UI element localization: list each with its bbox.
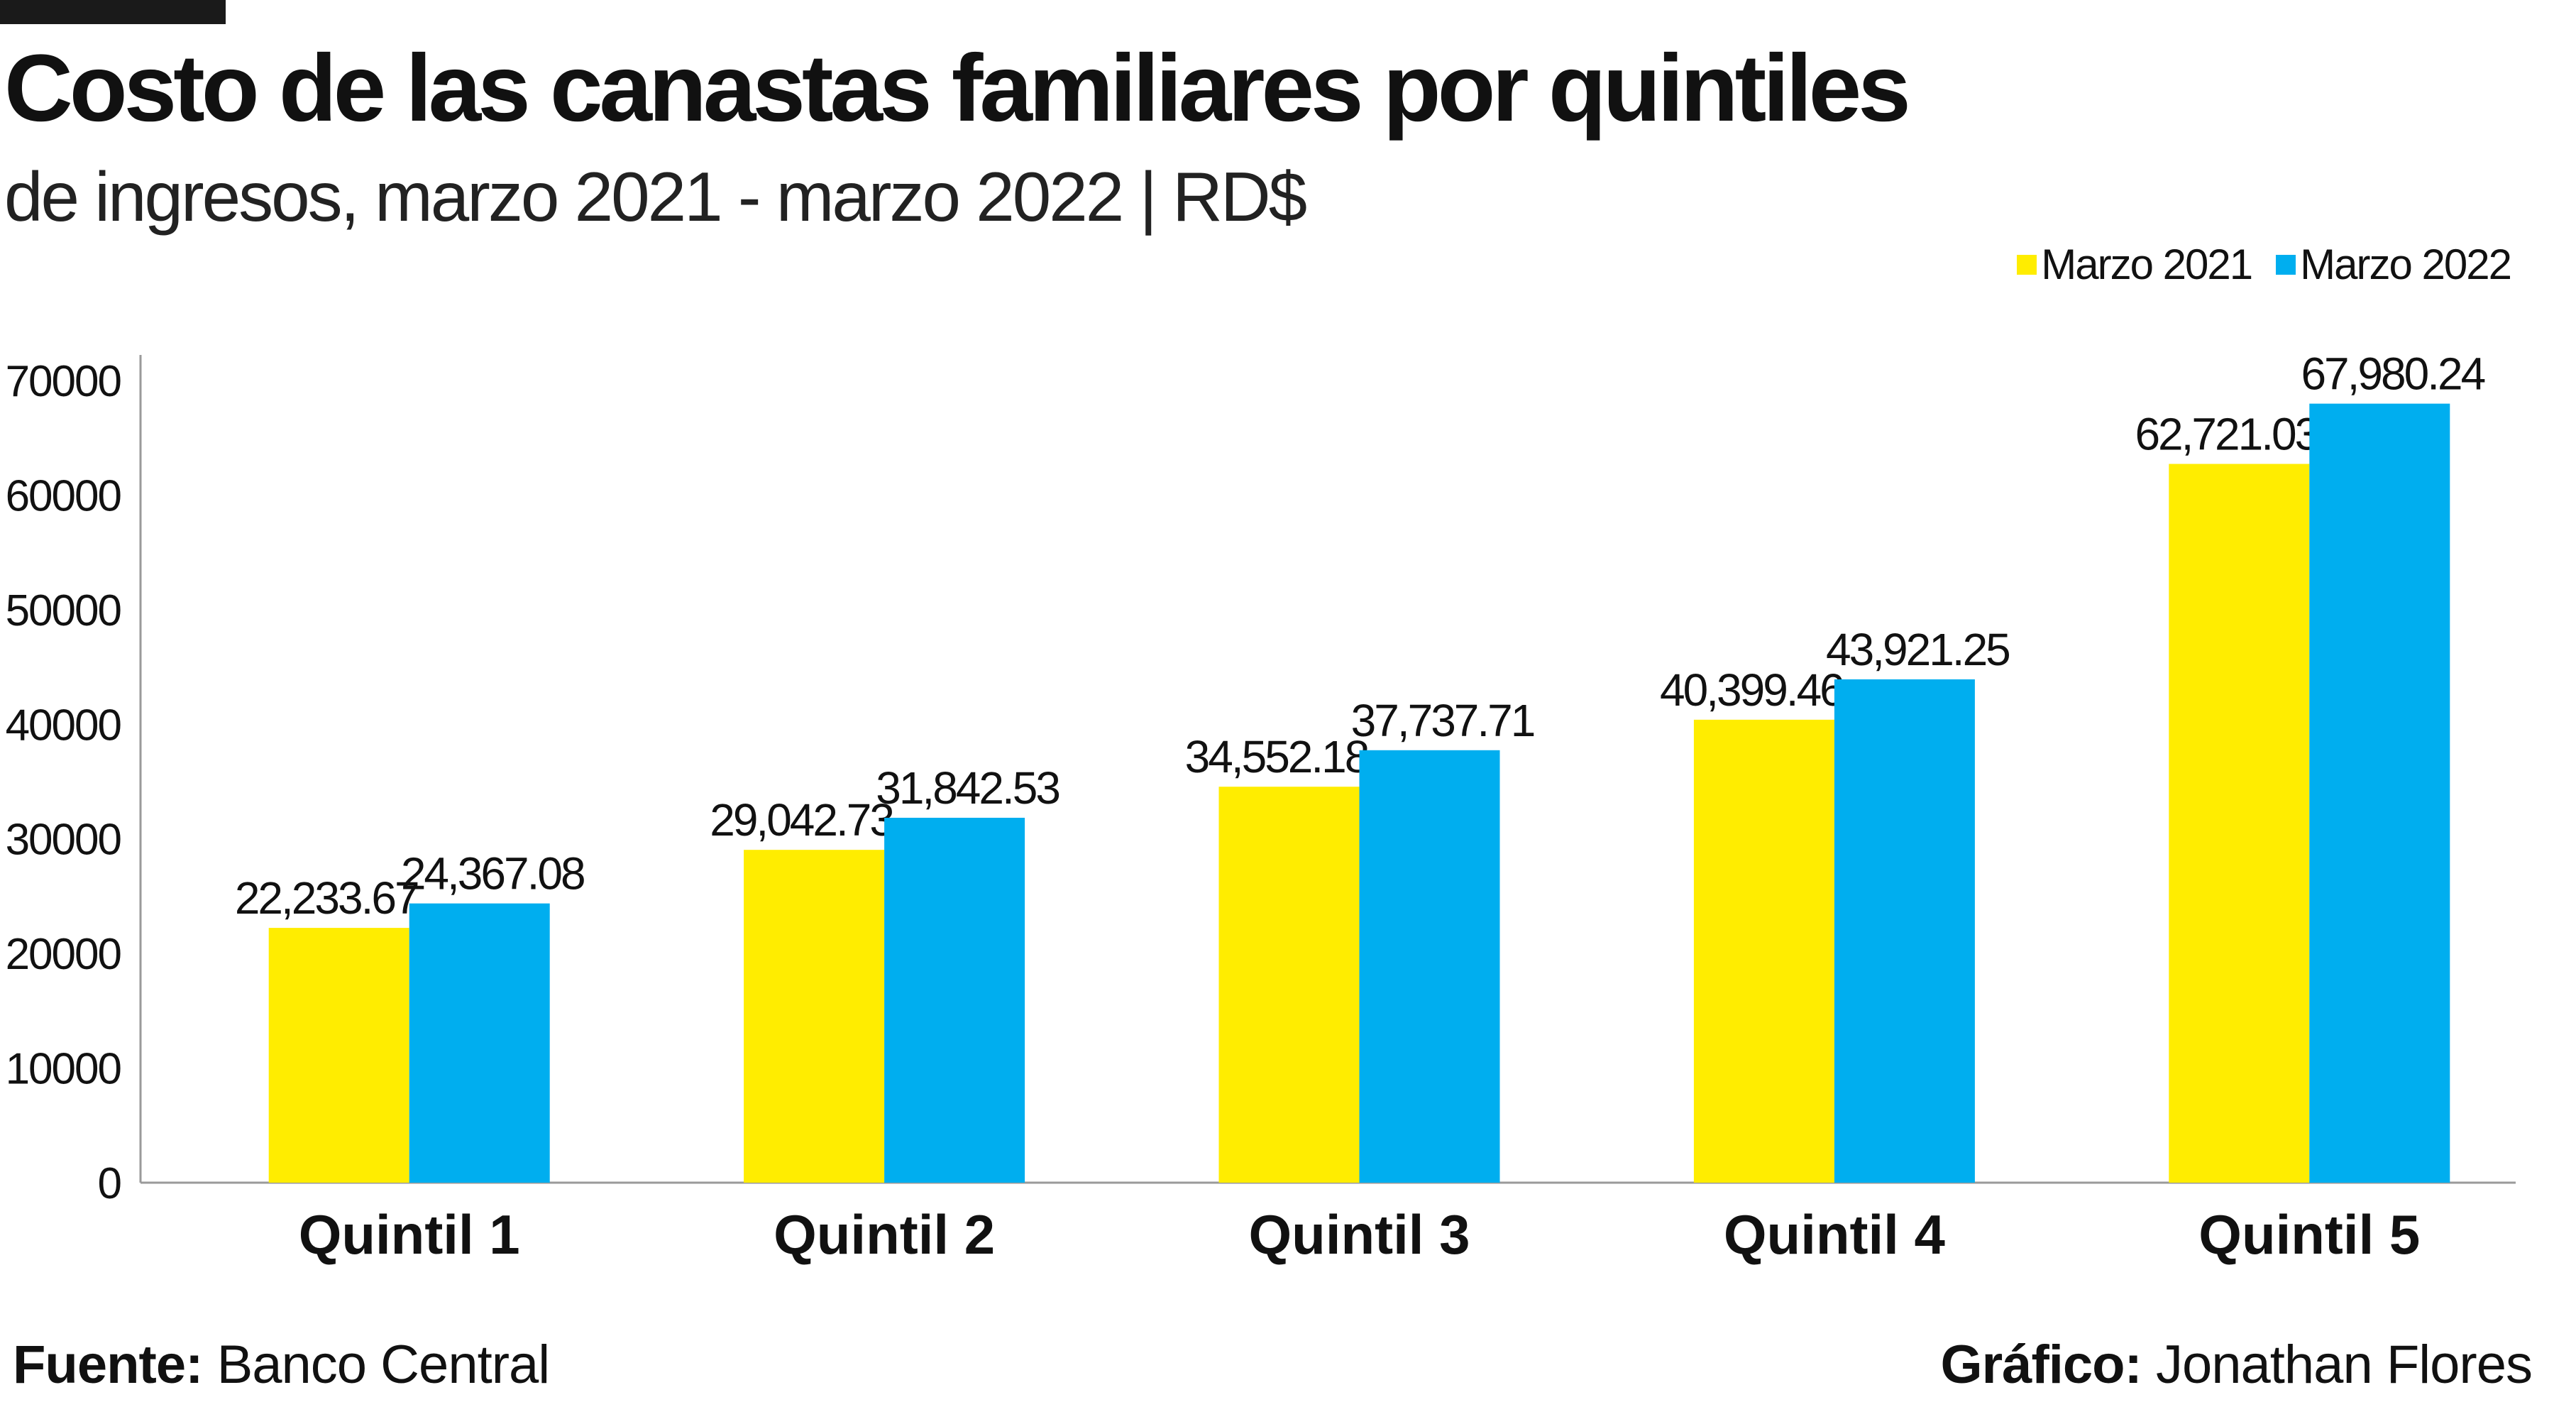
y-tick-label: 70000 <box>6 357 121 406</box>
bar-marzo-2022-q1 <box>409 903 550 1183</box>
source-value: Banco Central <box>216 1335 551 1395</box>
x-category-label: Quintil 5 <box>2198 1203 2420 1266</box>
data-label: 31,842.53 <box>876 762 1059 814</box>
legend-label-marzo-2021: Marzo 2021 <box>2041 241 2253 288</box>
bar-marzo-2021-q1 <box>268 928 409 1183</box>
chart-title: Costo de las canastas familiares por qui… <box>4 35 1911 141</box>
y-tick-label: 40000 <box>6 701 121 750</box>
bar-marzo-2021-q4 <box>1693 719 1834 1183</box>
legend-swatch-marzo-2021 <box>2017 254 2037 275</box>
y-tick-label: 20000 <box>6 930 121 979</box>
source-label: Fuente: <box>13 1335 203 1395</box>
credit-label: Gráfico: <box>1940 1335 2142 1395</box>
bar-marzo-2022-q2 <box>884 817 1025 1183</box>
data-label: 67,980.24 <box>2301 349 2484 400</box>
x-category-label: Quintil 3 <box>1249 1203 1470 1266</box>
data-label: 37,737.71 <box>1351 695 1534 746</box>
x-category-label: Quintil 4 <box>1724 1203 1945 1266</box>
bar-marzo-2022-q4 <box>1834 679 1975 1183</box>
data-label: 34,552.18 <box>1185 731 1368 782</box>
y-tick-label: 10000 <box>6 1045 121 1094</box>
header-accent-bar <box>0 0 226 24</box>
y-tick-label: 30000 <box>6 816 121 865</box>
data-label: 22,233.67 <box>235 872 418 924</box>
chart-subtitle: de ingresos, marzo 2021 - marzo 2022 | R… <box>4 158 1307 236</box>
y-tick-label: 50000 <box>6 586 121 635</box>
bar-marzo-2021-q2 <box>744 850 885 1183</box>
bar-marzo-2022-q3 <box>1359 750 1500 1183</box>
data-label: 24,367.08 <box>401 848 584 899</box>
legend-item-marzo-2022: Marzo 2022 <box>2276 240 2512 289</box>
y-tick-label: 60000 <box>6 471 121 520</box>
x-category-label: Quintil 2 <box>774 1203 995 1266</box>
data-label: 43,921.25 <box>1826 624 2009 675</box>
bar-marzo-2022-q5 <box>2309 403 2450 1183</box>
footer-credit: Gráfico: Jonathan Flores <box>1940 1335 2533 1395</box>
credit-value: Jonathan Flores <box>2156 1335 2533 1395</box>
legend-label-marzo-2022: Marzo 2022 <box>2300 241 2512 288</box>
data-label: 40,399.46 <box>1660 664 1843 716</box>
chart-legend: Marzo 2021 Marzo 2022 <box>2017 240 2512 289</box>
data-label: 62,721.03 <box>2135 409 2318 460</box>
legend-item-marzo-2021: Marzo 2021 <box>2017 240 2253 289</box>
data-label: 29,042.73 <box>710 794 893 845</box>
legend-swatch-marzo-2022 <box>2276 254 2296 275</box>
y-tick-label: 0 <box>98 1159 121 1208</box>
x-category-label: Quintil 1 <box>299 1203 520 1266</box>
footer-source: Fuente: Banco Central <box>13 1335 551 1395</box>
bar-marzo-2021-q5 <box>2169 464 2310 1183</box>
bar-marzo-2021-q3 <box>1218 787 1360 1183</box>
